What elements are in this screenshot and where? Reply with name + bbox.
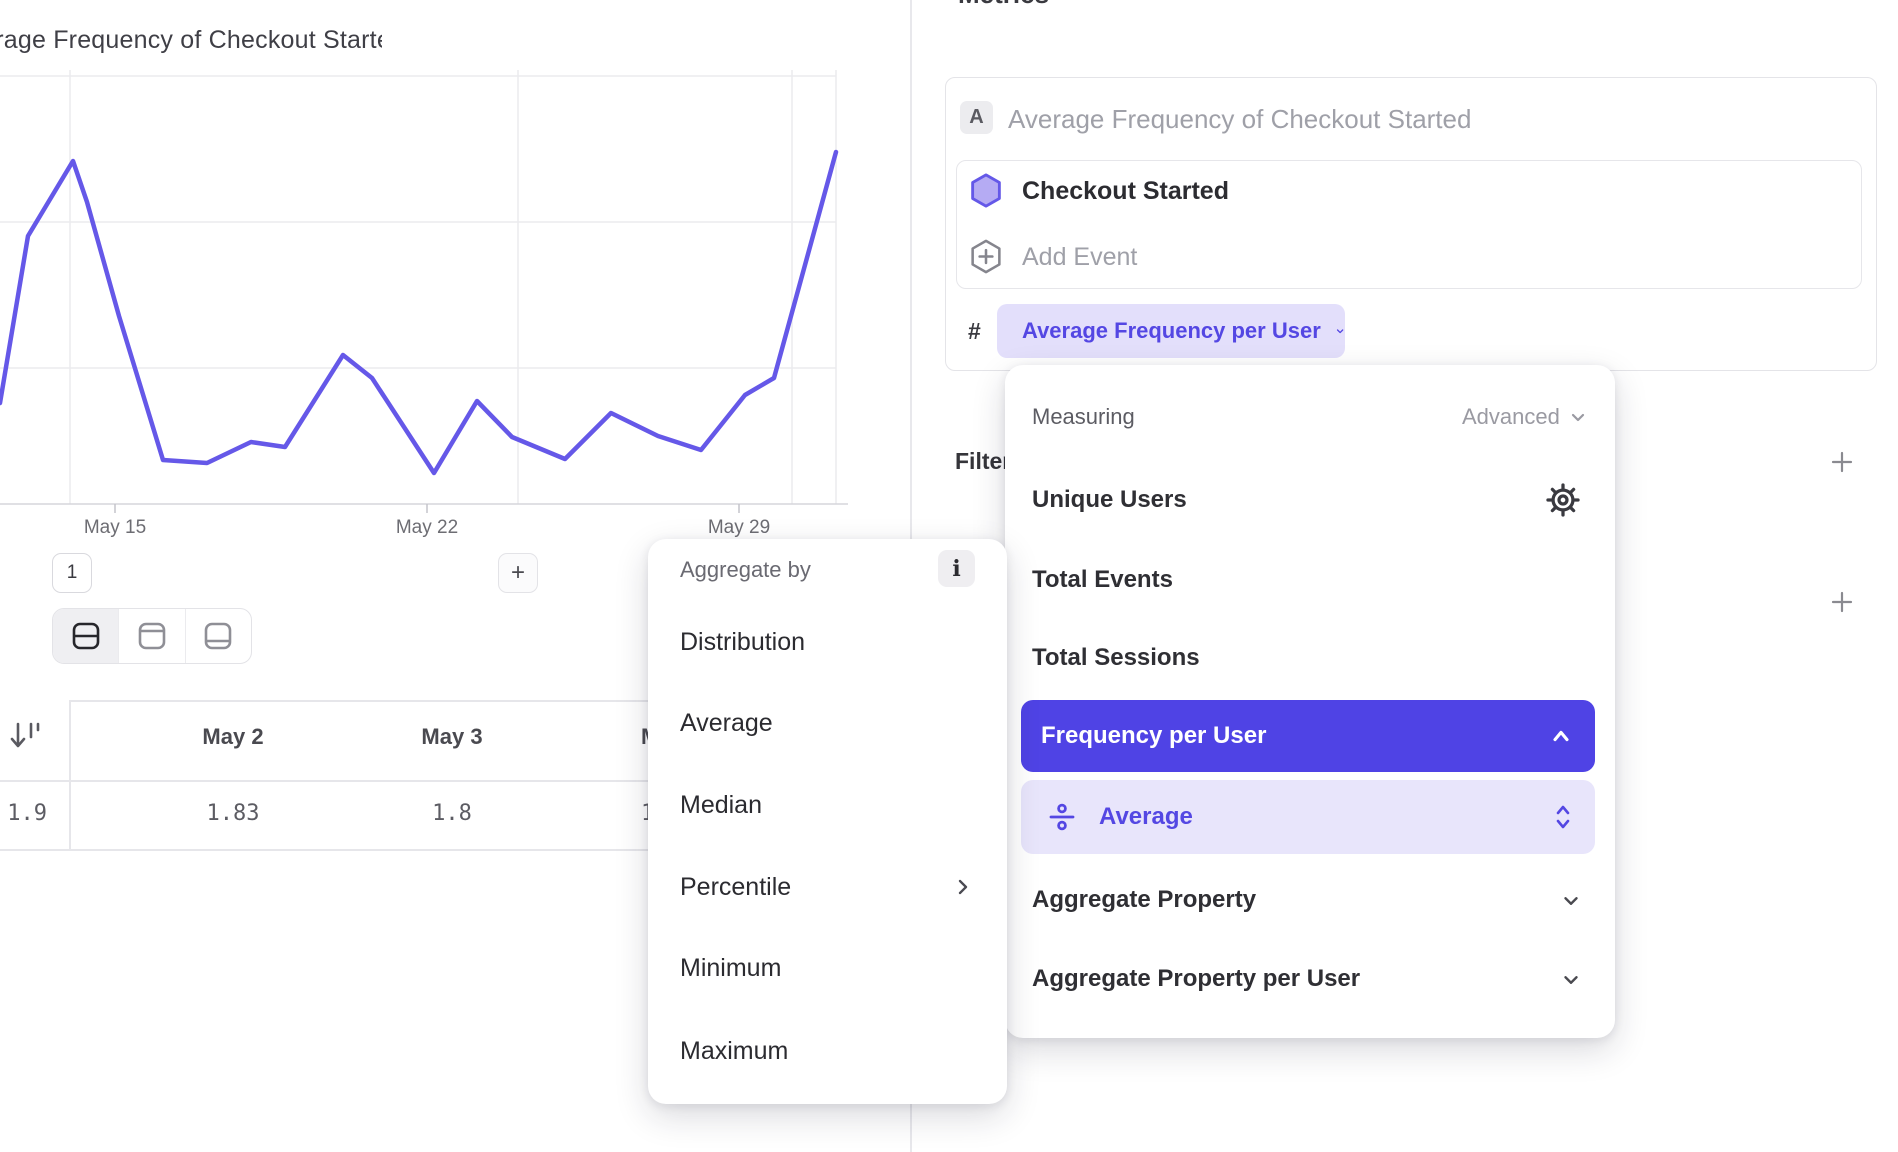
aggregate-option-distribution[interactable]: Distribution: [680, 628, 806, 656]
x-tick-label: May 29: [707, 517, 771, 538]
chevron-up-icon: [1553, 730, 1569, 742]
advanced-label: Advanced: [1462, 404, 1560, 429]
frequency-aggregation-selector[interactable]: Average: [1021, 780, 1595, 854]
sort-rows-icon[interactable]: [8, 718, 44, 754]
interval-chip[interactable]: 1: [52, 553, 92, 593]
metrics-section-title: Metrics: [958, 0, 1118, 9]
aggregate-option-minimum[interactable]: Minimum: [680, 954, 782, 982]
sub-option-label: Average: [1099, 803, 1193, 830]
event-card: [956, 160, 1862, 289]
measuring-menu-title: Measuring: [1032, 404, 1135, 429]
table-value-cell: 1.9: [7, 801, 47, 826]
add-event-hexagon-icon: [971, 239, 1001, 274]
metric-letter-badge: A: [960, 101, 993, 134]
table-view-icon: [205, 622, 232, 650]
measuring-option-total-events[interactable]: Total Events: [1032, 566, 1173, 593]
chevron-right-icon: [952, 876, 974, 898]
advanced-dropdown[interactable]: Advanced: [1462, 404, 1588, 430]
measuring-option-aggregate-property-per-user[interactable]: Aggregate Property per User: [1032, 965, 1361, 992]
chevron-down-icon: [1564, 976, 1578, 984]
add-filter-icon[interactable]: [1830, 450, 1854, 474]
table-view-toggle[interactable]: [186, 609, 251, 663]
table-header-cell[interactable]: May 2: [202, 724, 264, 749]
event-row[interactable]: Checkout Started: [1022, 177, 1229, 205]
aggregate-option-median[interactable]: Median: [680, 791, 762, 819]
chart-title: Average Frequency of Checkout Started: [0, 26, 382, 54]
table-value-cell: 1.8: [432, 801, 472, 826]
metric-name[interactable]: Average Frequency of Checkout Started: [1008, 104, 1472, 134]
updown-chevrons-icon: [1556, 805, 1570, 829]
table-header-rule: [0, 780, 910, 782]
add-breakdown-icon[interactable]: [1830, 590, 1854, 614]
x-tick-label: May 15: [83, 517, 147, 538]
add-chart-button[interactable]: +: [498, 553, 538, 593]
gear-icon[interactable]: [1546, 483, 1580, 517]
measuring-option-unique-users[interactable]: Unique Users: [1032, 483, 1580, 517]
info-icon[interactable]: i: [938, 550, 975, 587]
chart-view-toggle[interactable]: [119, 609, 186, 663]
filter-section-title: Filter: [955, 448, 1012, 474]
x-tick-label: May 22: [395, 517, 459, 538]
measuring-option-frequency-per-user[interactable]: Frequency per User: [1021, 700, 1595, 772]
chart-view-icon: [138, 622, 166, 650]
aggregate-menu-title: Aggregate by: [680, 557, 811, 582]
table-value-cell: 1.83: [206, 801, 260, 826]
view-toggle-group: [52, 608, 252, 664]
line-chart: [0, 70, 848, 513]
add-event-button[interactable]: Add Event: [1022, 243, 1138, 271]
table-top-rule: [69, 700, 910, 702]
chevron-down-icon: [1571, 413, 1584, 422]
numeric-type-symbol: #: [968, 318, 981, 344]
aggregate-option-average[interactable]: Average: [680, 709, 773, 737]
aggregate-option-percentile[interactable]: Percentile: [680, 873, 968, 902]
table-row-rule: [0, 849, 910, 851]
chevron-down-icon: [1564, 897, 1578, 905]
event-hexagon-icon: [971, 173, 1001, 208]
measuring-option-total-sessions[interactable]: Total Sessions: [1032, 644, 1200, 671]
split-view-toggle[interactable]: [53, 609, 120, 663]
measurement-dropdown-label: Average Frequency per User: [1022, 318, 1321, 343]
aggregate-option-maximum[interactable]: Maximum: [680, 1037, 789, 1065]
selected-option-label: Frequency per User: [1041, 722, 1267, 749]
chevron-down-icon: [1336, 329, 1344, 334]
split-view-icon: [72, 622, 99, 650]
measurement-dropdown[interactable]: Average Frequency per User: [997, 304, 1345, 358]
table-column-rule: [69, 700, 71, 849]
average-divide-icon: [1049, 803, 1075, 831]
measuring-option-aggregate-property[interactable]: Aggregate Property: [1032, 886, 1257, 913]
table-header-cell[interactable]: May 3: [421, 724, 483, 749]
aggregate-by-menu: [648, 539, 1007, 1104]
